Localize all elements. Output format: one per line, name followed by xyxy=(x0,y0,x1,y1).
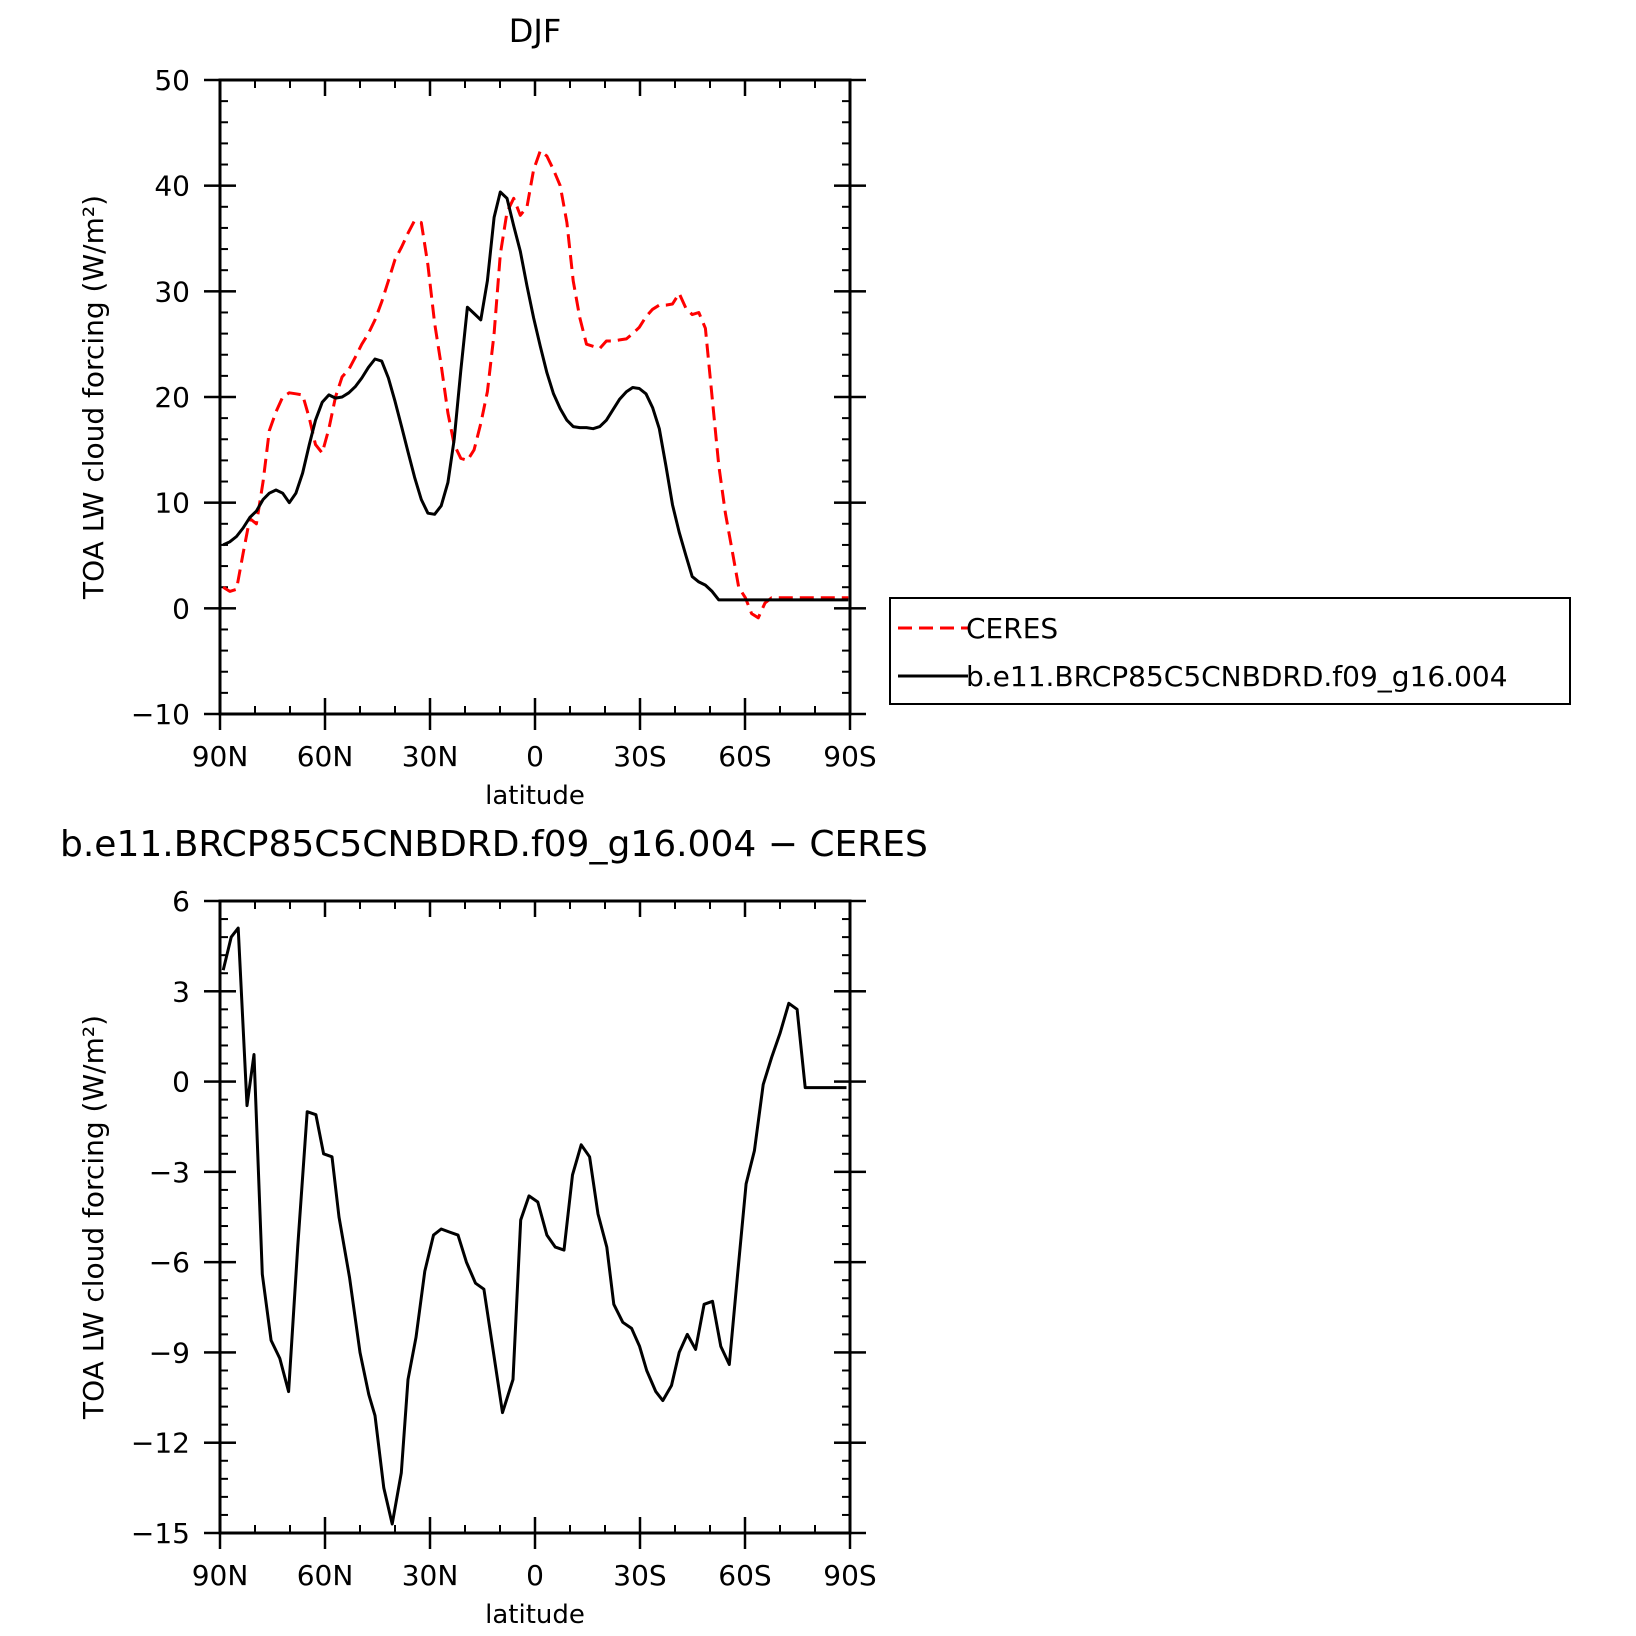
series-line-1 xyxy=(221,926,847,1526)
y-tick-label: 3 xyxy=(172,975,190,1008)
y-tick-label: 30 xyxy=(154,275,190,308)
x-tick-label: 90N xyxy=(192,1559,249,1592)
x-tick-label: 60S xyxy=(718,740,771,773)
x-axis-label: latitude xyxy=(485,781,585,811)
x-tick-label: 90N xyxy=(192,740,249,773)
x-tick-label: 30S xyxy=(613,740,666,773)
y-tick-label: 6 xyxy=(172,885,190,918)
series-line-1 xyxy=(222,149,849,620)
chart-title: DJF xyxy=(509,12,561,50)
y-tick-label: 20 xyxy=(154,381,190,414)
x-tick-label: 90S xyxy=(823,1559,876,1592)
legend-label-1: CERES xyxy=(966,612,1058,645)
y-tick-label: −15 xyxy=(131,1517,190,1550)
x-tick-label: 0 xyxy=(526,1559,544,1592)
y-tick-label: 40 xyxy=(154,170,190,203)
series-line-2 xyxy=(222,190,849,602)
x-tick-label: 0 xyxy=(526,740,544,773)
chart-title: b.e11.BRCP85C5CNBDRD.f09_g16.004 − CERES xyxy=(60,824,928,865)
y-tick-label: −6 xyxy=(149,1246,190,1279)
chart-panel-2: 90N 60N 30N 0 30S 60S 90S −15 −12 −9 −6 −3 0 3 6 b.e11.… xyxy=(60,824,928,1630)
chart-panel-1: 90N 60N 30N 0 30S 60S 90S −10 0 10 20 30 40 50 DJF lati… xyxy=(77,12,1571,811)
y-tick-label: −9 xyxy=(149,1336,190,1369)
y-axis-label: TOA LW cloud forcing (W/m²) xyxy=(77,195,110,600)
y-tick-label: −3 xyxy=(149,1156,190,1189)
y-tick-label: −12 xyxy=(131,1427,190,1460)
x-tick-label: 30N xyxy=(402,1559,459,1592)
legend-label-2: b.e11.BRCP85C5CNBDRD.f09_g16.004 xyxy=(966,660,1508,693)
y-tick-label: 50 xyxy=(154,64,190,97)
y-tick-label: −10 xyxy=(131,698,190,731)
legend: CERES b.e11.BRCP85C5CNBDRD.f09_g16.004 xyxy=(889,597,1571,705)
legend-box xyxy=(889,597,1571,705)
x-tick-label: 90S xyxy=(823,740,876,773)
x-tick-label: 60S xyxy=(718,1559,771,1592)
x-tick-label: 30N xyxy=(402,740,459,773)
x-tick-label: 60N xyxy=(297,1559,354,1592)
x-tick-label: 60N xyxy=(297,740,354,773)
plot-frame xyxy=(218,78,852,716)
y-tick-label: 0 xyxy=(172,592,190,625)
y-tick-label: 10 xyxy=(154,487,190,520)
y-tick-label: 0 xyxy=(172,1066,190,1099)
y-axis-label: TOA LW cloud forcing (W/m²) xyxy=(77,1015,110,1420)
x-axis-label: latitude xyxy=(485,1600,585,1630)
x-tick-label: 30S xyxy=(613,1559,666,1592)
plot-frame xyxy=(218,899,852,1535)
